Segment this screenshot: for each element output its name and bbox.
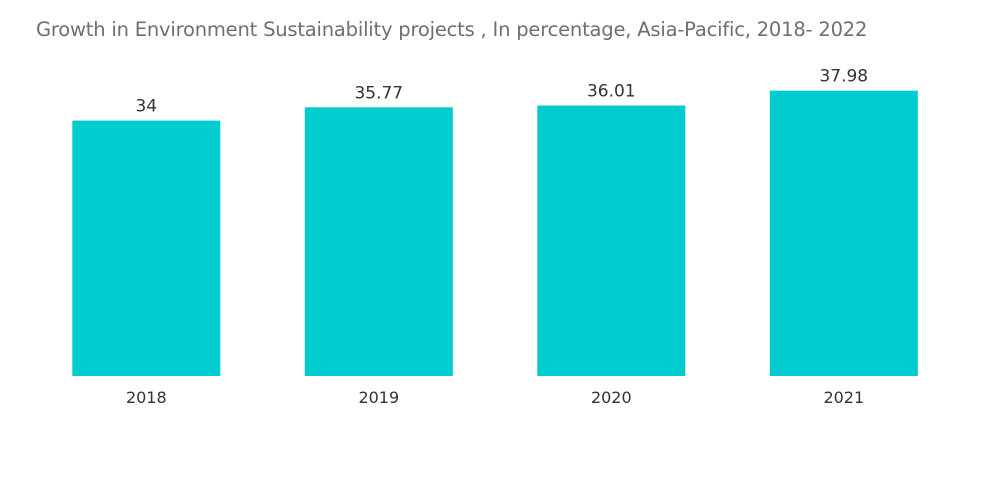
bar-2019 — [304, 107, 453, 377]
bar-2018 — [72, 120, 221, 376]
data-label-2021: 37.98 — [819, 67, 868, 87]
x-tick-label-2021: 2021 — [823, 388, 864, 407]
data-label-2020: 36.01 — [587, 82, 636, 102]
bar-2021 — [769, 90, 918, 376]
data-label-2019: 35.77 — [354, 83, 403, 103]
x-tick-label-2018: 2018 — [126, 388, 167, 407]
bar-2020 — [537, 105, 686, 376]
chart-title: Growth in Environment Sustainability pro… — [36, 18, 868, 41]
data-label-2018: 34 — [135, 97, 157, 117]
x-tick-label-2020: 2020 — [591, 388, 632, 407]
x-tick-label-2019: 2019 — [358, 388, 399, 407]
